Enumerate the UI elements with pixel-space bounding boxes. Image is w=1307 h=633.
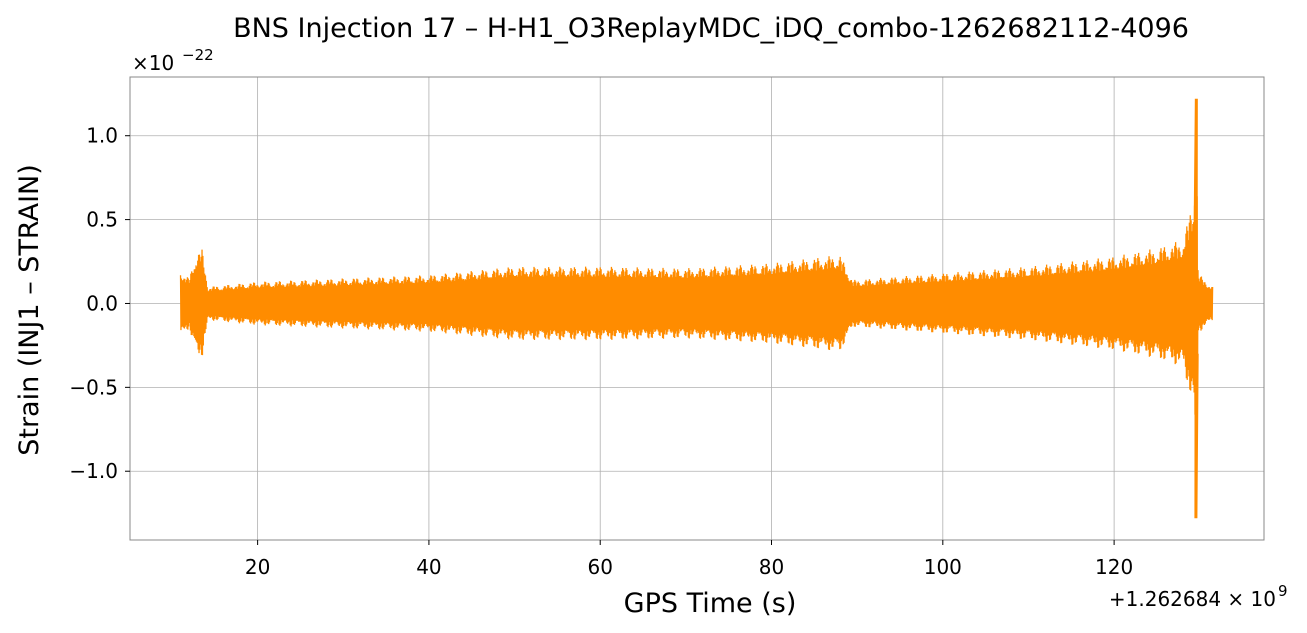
x-offset-base: +1.262684 × 10 bbox=[1109, 587, 1276, 611]
x-tick-label: 80 bbox=[759, 555, 784, 579]
x-axis-label: GPS Time (s) bbox=[624, 588, 797, 619]
y-scale-base: ×10 bbox=[132, 51, 174, 75]
x-offset-exponent: 9 bbox=[1278, 582, 1288, 600]
y-tick-label: 0.0 bbox=[86, 291, 118, 315]
y-tick-label: 1.0 bbox=[86, 124, 118, 148]
x-tick-label: 60 bbox=[587, 555, 612, 579]
x-tick-label: 100 bbox=[924, 555, 962, 579]
chart-title: BNS Injection 17 – H-H1_O3ReplayMDC_iDQ_… bbox=[233, 13, 1189, 44]
y-tick-label: −1.0 bbox=[69, 459, 118, 483]
y-scale-exponent: −22 bbox=[182, 46, 214, 64]
plot-frame bbox=[129, 76, 1265, 541]
x-tick-label: 120 bbox=[1095, 555, 1133, 579]
series-layer bbox=[179, 98, 1214, 519]
x-tick-label: 20 bbox=[245, 555, 270, 579]
y-tick-label: 0.5 bbox=[86, 208, 118, 232]
x-offset-label: +1.262684 × 10 9 bbox=[1109, 582, 1288, 611]
y-axis-ticks: 1.0 0.5 0.0 −0.5 −1.0 bbox=[69, 124, 130, 483]
strain-series-line bbox=[179, 149, 1214, 440]
y-tick-label: −0.5 bbox=[69, 375, 118, 399]
merger-spike bbox=[1193, 98, 1199, 519]
x-tick-label: 40 bbox=[416, 555, 441, 579]
x-axis-ticks: 20 40 60 80 100 120 bbox=[245, 540, 1133, 579]
y-axis-label: Strain (INJ1 – STRAIN) bbox=[14, 164, 45, 456]
y-scale-factor: ×10 −22 bbox=[132, 46, 214, 75]
